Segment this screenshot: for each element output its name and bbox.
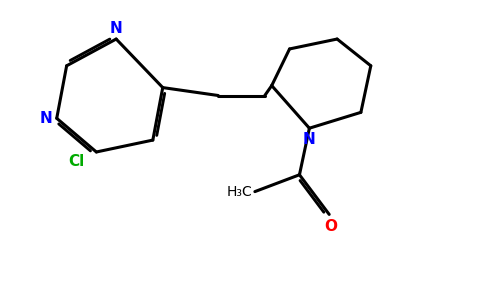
Text: O: O	[325, 219, 338, 234]
Text: H₃C: H₃C	[226, 184, 252, 199]
Text: N: N	[40, 111, 53, 126]
Text: N: N	[303, 132, 316, 147]
Text: Cl: Cl	[68, 154, 85, 169]
Text: N: N	[110, 21, 122, 36]
